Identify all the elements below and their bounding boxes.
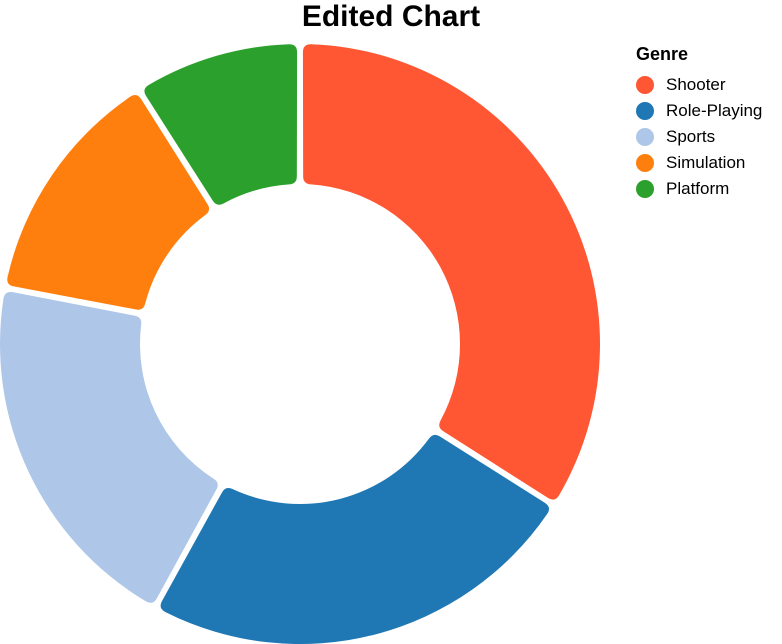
slice-platform	[144, 44, 298, 205]
legend-item-shooter: Shooter	[636, 72, 762, 98]
legend-label: Sports	[666, 127, 716, 146]
legend-item-sports: Sports	[636, 124, 762, 150]
legend-swatch	[636, 102, 654, 120]
legend-label: Simulation	[666, 153, 746, 172]
legend-label: Platform	[666, 179, 730, 198]
legend-swatch	[636, 76, 654, 94]
legend-item-role-playing: Role-Playing	[636, 98, 762, 124]
legend-item-simulation: Simulation	[636, 150, 762, 176]
legend-item-platform: Platform	[636, 176, 762, 202]
slice-role-playing	[160, 434, 550, 644]
legend-label: Shooter	[666, 75, 726, 94]
slice-shooter	[302, 44, 600, 500]
legend-label: Role-Playing	[666, 101, 763, 120]
legend-swatch	[636, 128, 654, 146]
legend: Genre Shooter Role-Playing Sports Simulatio…	[636, 42, 762, 202]
legend-swatch	[636, 180, 654, 198]
slice-sports	[0, 291, 218, 603]
slice-simulation	[7, 94, 210, 310]
legend-swatch	[636, 154, 654, 172]
legend-items: Shooter Role-Playing Sports Simulation Platf…	[636, 72, 762, 202]
chart-title: Edited Chart	[301, 0, 481, 33]
legend-title: Genre	[636, 44, 689, 64]
